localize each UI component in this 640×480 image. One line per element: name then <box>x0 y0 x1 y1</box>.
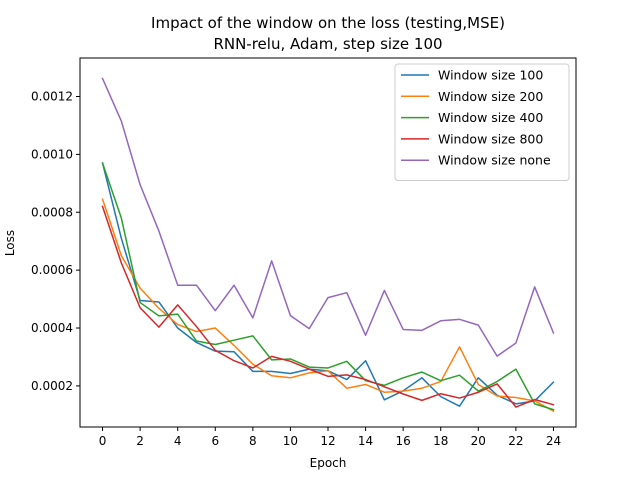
y-tick-label: 0.0008 <box>31 205 73 219</box>
series-line-4 <box>101 77 555 357</box>
x-tick-label: 22 <box>508 434 523 448</box>
legend-label: Window size 800 <box>438 131 543 146</box>
y-tick-label: 0.0002 <box>31 379 73 393</box>
legend-box <box>394 63 570 181</box>
series-line-3 <box>101 205 555 408</box>
y-axis-ticks: 0.0002 0.0004 0.0006 0.0008 0.0010 0.0012 <box>31 89 80 393</box>
x-tick-label: 10 <box>283 434 298 448</box>
y-tick-label: 0.0006 <box>31 263 73 277</box>
x-tick-label: 20 <box>471 434 486 448</box>
x-axis-ticks: 0 2 4 6 8 10 12 14 16 18 20 22 24 <box>99 427 561 448</box>
legend-label: Window size 200 <box>438 89 543 104</box>
x-tick-label: 12 <box>320 434 335 448</box>
y-tick-label: 0.0012 <box>31 89 73 103</box>
series-line-2 <box>101 162 555 411</box>
legend: Window size 100 Window size 200 Window siz… <box>394 63 570 181</box>
chart-subtitle: RNN-relu, Adam, step size 100 <box>213 35 442 53</box>
x-tick-label: 24 <box>546 434 561 448</box>
chart-title: Impact of the window on the loss (testin… <box>151 14 505 32</box>
legend-label: Window size none <box>438 153 551 168</box>
x-tick-label: 2 <box>136 434 144 448</box>
x-tick-label: 4 <box>174 434 182 448</box>
x-tick-label: 18 <box>433 434 448 448</box>
legend-label: Window size 400 <box>438 110 543 125</box>
y-tick-label: 0.0010 <box>31 147 73 161</box>
x-axis-label: Epoch <box>310 456 347 470</box>
y-tick-label: 0.0004 <box>31 321 73 335</box>
series-layer <box>101 77 555 413</box>
plot-area: 0 2 4 6 8 10 12 14 16 18 20 22 24 0.00020.00040.0006… <box>31 57 577 448</box>
x-tick-label: 0 <box>99 434 107 448</box>
x-tick-label: 8 <box>249 434 257 448</box>
x-tick-label: 14 <box>358 434 373 448</box>
y-axis-label: Loss <box>3 230 17 256</box>
series-line-1 <box>101 198 555 413</box>
x-tick-label: 16 <box>396 434 411 448</box>
legend-label: Window size 100 <box>438 68 543 83</box>
x-tick-label: 6 <box>211 434 219 448</box>
